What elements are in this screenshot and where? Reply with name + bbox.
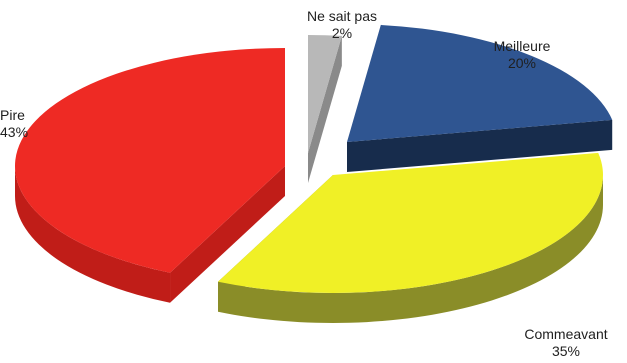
slice-label-ne-sait-pas-name: Ne sait pas [306, 8, 378, 24]
slice-label-pire-value: 43% [0, 124, 29, 140]
slice-ne-sait-pas [308, 35, 342, 153]
slice-comme-avant [218, 152, 603, 293]
slice-label-pire: Pire 43% [0, 107, 46, 141]
slice-label-meilleure-name: Meilleure [493, 38, 551, 54]
slice-wall-ne-sait-pas [308, 35, 342, 183]
slice-wall-meilleure [347, 119, 613, 172]
slice-label-meilleure-value: 20% [507, 55, 537, 71]
slice-label-comme-avant-name: Commeavant [524, 326, 608, 342]
slice-wall-pire [170, 166, 285, 303]
slice-pire [15, 47, 286, 273]
slice-label-ne-sait-pas: Ne sait pas 2% [290, 8, 394, 42]
slice-side-comme-avant [218, 175, 603, 323]
pie-tops [15, 24, 613, 293]
slice-label-comme-avant: Commeavant 35% [506, 326, 626, 360]
slice-label-ne-sait-pas-value: 2% [331, 25, 353, 41]
slice-label-meilleure: Meilleure 20% [464, 38, 580, 72]
slice-label-pire-name: Pire [0, 107, 25, 123]
slice-meilleure [347, 24, 613, 142]
slice-label-comme-avant-value: 35% [551, 343, 581, 359]
slice-side-pire [15, 166, 171, 303]
